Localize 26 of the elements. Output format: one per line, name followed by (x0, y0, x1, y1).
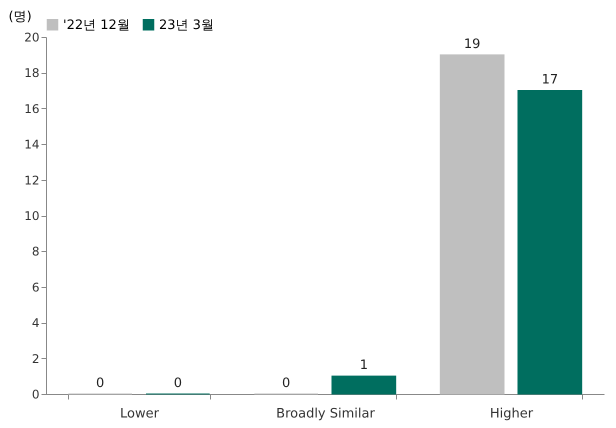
y-tick-label: 16 (24, 102, 40, 116)
data-label: 0 (96, 376, 104, 391)
y-tick-label: 0 (32, 388, 40, 402)
y-axis-title: (명) (8, 10, 32, 24)
y-tick-label: 12 (24, 173, 40, 188)
data-label: 0 (282, 376, 290, 391)
y-tick-label: 8 (32, 244, 40, 259)
y-tick-label: 2 (32, 352, 40, 366)
bar (440, 54, 505, 394)
x-tick-label: Broadly Similar (276, 406, 376, 422)
data-label: 17 (542, 72, 558, 88)
data-label: 19 (464, 36, 480, 52)
y-tick-label: 20 (24, 30, 40, 44)
bar (331, 376, 396, 394)
bar (517, 90, 582, 394)
x-tick-label: Lower (120, 406, 160, 422)
legend-label: 23년 3월 (159, 18, 214, 33)
y-tick-label: 18 (24, 66, 40, 80)
y-tick-label: 6 (32, 280, 40, 294)
legend-label: '22년 12월 (63, 18, 130, 33)
data-label: 0 (174, 376, 182, 391)
x-tick-label: Higher (490, 406, 534, 422)
y-tick-label: 10 (24, 209, 40, 223)
y-tick-label: 4 (32, 316, 40, 330)
y-tick-label: 14 (24, 138, 40, 152)
data-label: 1 (360, 358, 368, 374)
